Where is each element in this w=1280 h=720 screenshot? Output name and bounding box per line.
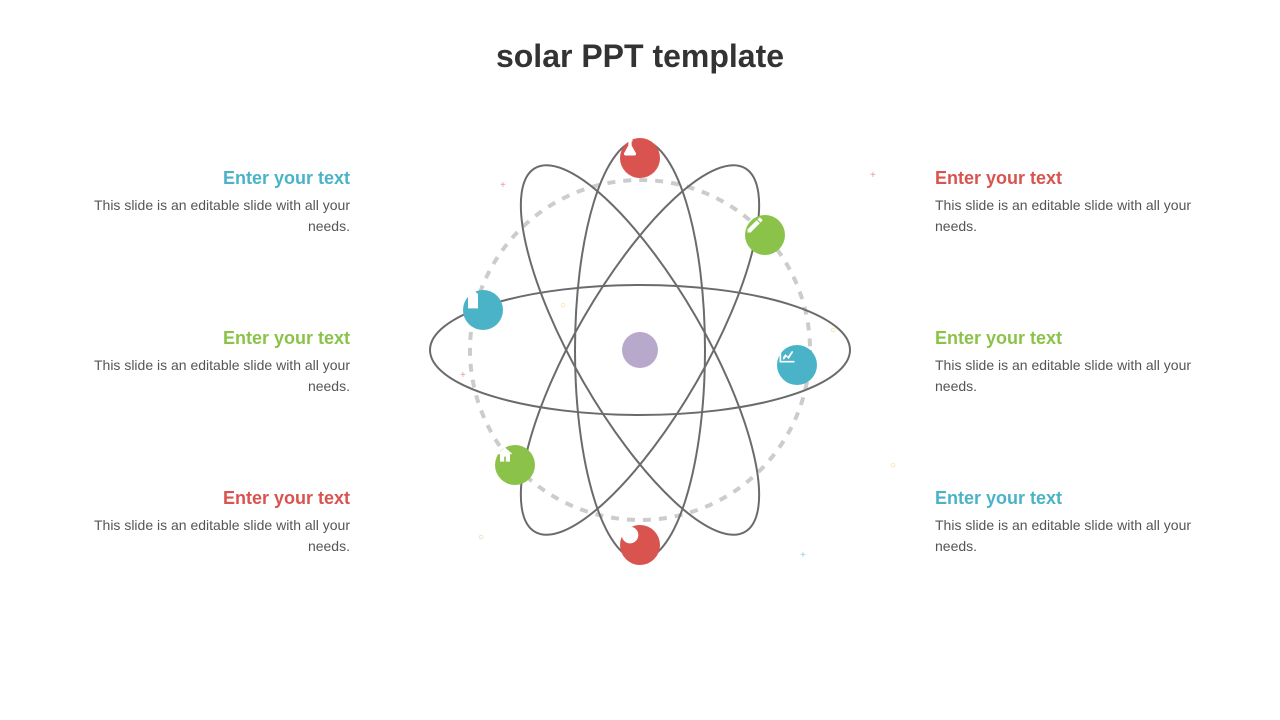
text-block-title: Enter your text [935,488,1195,509]
clock-icon [620,525,640,545]
text-block-title: Enter your text [935,328,1195,349]
text-block-4: Enter your text This slide is an editable… [935,328,1195,397]
text-block-title: Enter your text [90,328,350,349]
node-chart [777,345,817,385]
text-block-body: This slide is an editable slide with all… [90,515,350,557]
text-block-body: This slide is an editable slide with all… [90,195,350,237]
decoration: + [870,170,876,181]
decoration: + [500,180,506,191]
flask-icon [620,138,640,158]
node-clock [620,525,660,565]
decoration: + [460,370,466,381]
text-block-body: This slide is an editable slide with all… [90,355,350,397]
decoration: ○ [478,532,484,543]
text-block-title: Enter your text [90,168,350,189]
nucleus [622,332,658,368]
text-block-title: Enter your text [935,168,1195,189]
text-block-body: This slide is an editable slide with all… [935,515,1195,557]
doc-icon [463,290,483,310]
text-block-body: This slide is an editable slide with all… [935,195,1195,237]
text-block-5: Enter your text This slide is an editable… [935,488,1195,557]
decoration: + [800,550,806,561]
text-block-0: Enter your text This slide is an editable… [90,168,350,237]
node-flask [620,138,660,178]
node-home [495,445,535,485]
pencil-icon [745,215,765,235]
node-doc [463,290,503,330]
atom-diagram [420,130,860,570]
home-icon [495,445,515,465]
node-pencil [745,215,785,255]
text-block-body: This slide is an editable slide with all… [935,355,1195,397]
decoration: ○ [830,325,836,336]
text-block-1: Enter your text This slide is an editable… [90,328,350,397]
text-block-title: Enter your text [90,488,350,509]
decoration: ○ [560,300,566,311]
slide-title: solar PPT template [0,38,1280,75]
chart-icon [777,345,797,365]
text-block-2: Enter your text This slide is an editable… [90,488,350,557]
decoration: ○ [890,460,896,471]
text-block-3: Enter your text This slide is an editable… [935,168,1195,237]
